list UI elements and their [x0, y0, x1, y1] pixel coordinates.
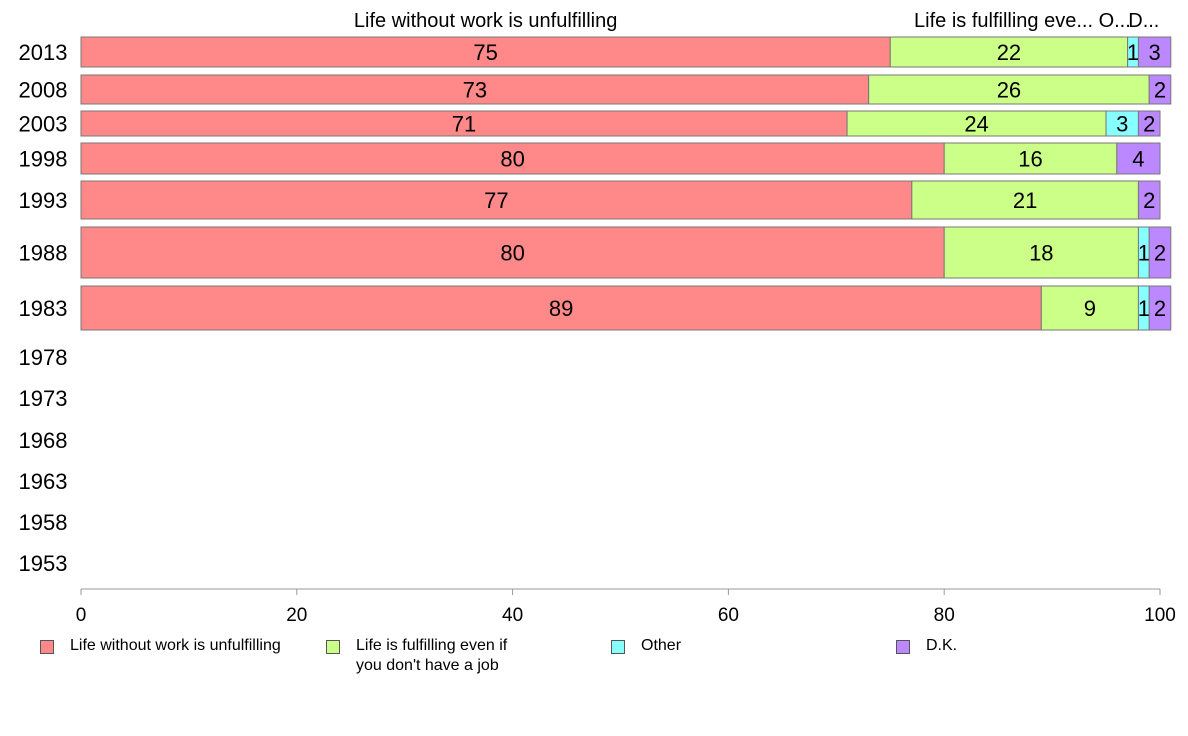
bar-segment [80, 36, 891, 68]
bar-segment [911, 180, 1139, 220]
data-label: 2 [1143, 112, 1155, 137]
bar-segment [846, 110, 1107, 137]
x-tick-label: 20 [286, 605, 307, 626]
legend-label: Other [641, 637, 682, 654]
y-tick-label: 1983 [19, 296, 68, 321]
legend-swatch-fulfilling [326, 640, 340, 654]
data-label: 9 [1084, 296, 1096, 321]
y-axis-labels: 2013 2008 2003 1998 1993 1988 1983 1978 1973 1968… [19, 40, 68, 576]
bar-segment [1148, 285, 1172, 331]
y-tick-label: 1978 [19, 345, 68, 370]
bar-segment [889, 36, 1129, 68]
x-tick-label: 80 [934, 605, 955, 626]
bar-segment [1137, 180, 1161, 220]
data-label: 80 [500, 147, 524, 172]
data-label: 3 [1116, 112, 1128, 137]
data-label: 75 [473, 40, 497, 65]
legend-swatch-unfulfilling [40, 640, 54, 654]
bar-segment [943, 142, 1118, 175]
y-tick-label: 1988 [19, 241, 68, 266]
series-header-label: D... [1128, 10, 1159, 32]
y-tick-label: 1973 [19, 386, 68, 411]
legend-item-other: Other [611, 636, 681, 656]
bar-segment [1040, 285, 1139, 331]
bar-segment [1148, 226, 1172, 279]
legend-label: Life without work is unfulfilling [70, 637, 281, 654]
x-tick-label: 40 [502, 605, 523, 626]
y-tick-label: 1993 [19, 188, 68, 213]
bar-segment [1137, 36, 1172, 68]
bar-segment [1137, 110, 1161, 137]
series-header-label: Life without work is unfulfilling [354, 10, 617, 32]
data-label: 16 [1018, 147, 1042, 172]
series-header-labels: Life without work is unfulfilling Life is… [354, 10, 1159, 32]
bar-segment [1148, 74, 1172, 105]
legend-swatch-dk [896, 640, 910, 654]
data-label: 2 [1154, 296, 1166, 321]
data-label: 3 [1148, 40, 1160, 65]
bar-segment [80, 226, 945, 279]
data-label: 24 [964, 112, 988, 137]
bars-group: 75 22 1 373 26 271 24 3 280 16 477 21 280 18 1 289 9 1 2 [80, 36, 1172, 331]
y-tick-label: 1963 [19, 469, 68, 494]
stacked-bar-chart: Life without work is unfulfilling Life is… [19, 10, 1176, 626]
data-label: 26 [997, 78, 1021, 103]
bar-segment [1116, 142, 1161, 175]
legend-swatch-other [611, 640, 625, 654]
data-label: 2 [1154, 78, 1166, 103]
data-label: 2 [1143, 188, 1155, 213]
data-label: 73 [463, 78, 487, 103]
data-label: 21 [1013, 188, 1037, 213]
data-label: 1 [1127, 40, 1139, 65]
y-tick-label: 2003 [19, 112, 68, 137]
data-label: 77 [484, 188, 508, 213]
legend-item-unfulfilling: Life without work is unfulfilling [40, 636, 281, 656]
legend-label: Life is fulfilling even if you don't hav… [356, 637, 508, 674]
data-label: 1 [1138, 296, 1150, 321]
data-label: 4 [1132, 147, 1144, 172]
y-tick-label: 1953 [19, 551, 68, 576]
data-label: 18 [1029, 241, 1053, 266]
legend-label: D.K. [926, 637, 958, 654]
data-label: 1 [1138, 241, 1150, 266]
series-header-label: Life is fulfilling eve... [914, 10, 1093, 32]
y-tick-label: 2013 [19, 40, 68, 65]
x-axis: 0 20 40 60 80 100 [76, 588, 1176, 626]
x-tick-label: 100 [1144, 605, 1176, 626]
legend-item-fulfilling: Life is fulfilling even if you don't hav… [326, 636, 507, 676]
bar-segment [943, 226, 1139, 279]
data-label: 22 [997, 40, 1021, 65]
bar-segment [1105, 110, 1139, 137]
bar-segment [868, 74, 1150, 105]
legend: Life without work is unfulfilling Life i… [40, 636, 1160, 696]
bar-segment [80, 110, 848, 137]
y-tick-label: 1958 [19, 510, 68, 535]
series-header-label: O... [1099, 10, 1131, 32]
data-label: 71 [452, 112, 476, 137]
data-label: 89 [549, 296, 573, 321]
data-label: 80 [500, 241, 524, 266]
y-tick-label: 2008 [19, 78, 68, 103]
y-tick-label: 1968 [19, 428, 68, 453]
y-tick-label: 1998 [19, 147, 68, 172]
x-tick-label: 60 [718, 605, 739, 626]
bar-segment [80, 285, 1042, 331]
bar-segment [80, 180, 913, 220]
data-label: 2 [1154, 241, 1166, 266]
x-tick-label: 0 [76, 605, 87, 626]
legend-item-dk: D.K. [896, 636, 957, 656]
